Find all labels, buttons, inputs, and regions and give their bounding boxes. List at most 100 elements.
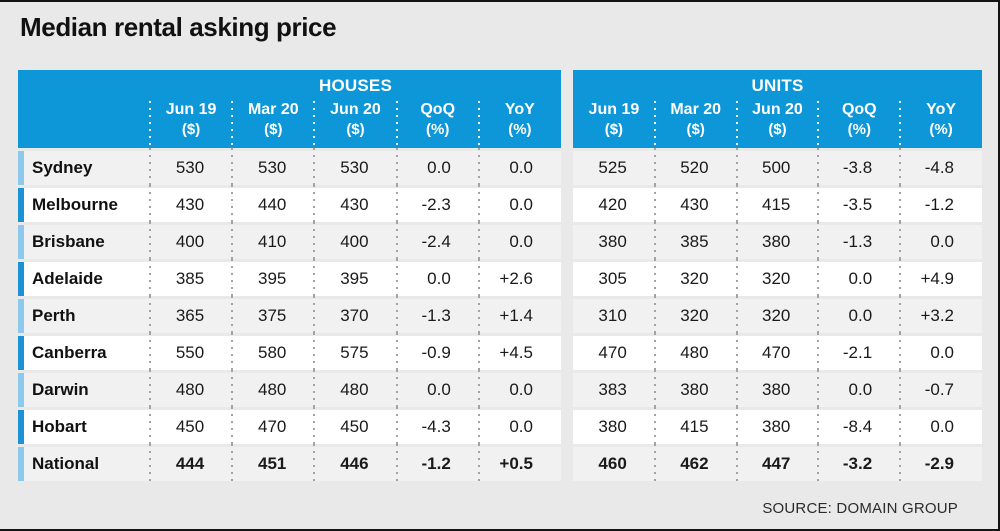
units-group-title: UNITS [751,76,804,95]
row-accent-bar [18,299,24,333]
column-header-mar20: Mar 20 ($) [653,97,737,150]
units-value: 415 [653,407,737,448]
units-value: 420 [598,195,627,214]
column-header-jun19: Jun 19 ($) [148,97,232,150]
units-table: UNITS Jun 19 ($) Mar 20 ($) Jun 20 ($) Q… [573,70,982,485]
houses-value: 375 [231,296,314,337]
houses-value: 480 [313,370,396,411]
table-row-houses-sydney: Sydney 530 530 530 0.0 0.0 [18,148,561,189]
houses-value: +2.6 [477,259,561,300]
column-unit: (%) [847,121,871,138]
houses-value: 0.0 [477,148,561,189]
column-header-mar20: Mar 20 ($) [231,97,314,150]
row-label: Canberra [32,343,107,362]
column-period: YoY [504,101,535,118]
units-value: -3.5 [817,185,900,226]
units-value: 415 [735,185,819,226]
column-unit: ($) [346,121,365,138]
houses-value: 451 [231,444,314,485]
houses-value: 580 [231,333,314,374]
units-value: 383 [598,380,627,399]
table-row-units-hobart: 380 415 380 -8.4 0.0 [573,407,982,448]
column-period: Jun 19 [165,101,217,118]
column-header-qoq: QoQ (%) [395,97,479,150]
houses-value: 444 [148,444,232,485]
units-value: 525 [598,158,627,177]
row-label: Melbourne [32,195,118,214]
houses-value: -2.4 [395,222,479,263]
units-value: 310 [598,306,627,325]
units-value: 380 [598,417,627,436]
column-unit: ($) [604,121,624,138]
houses-value: 470 [231,407,314,448]
column-unit: (%) [426,121,450,138]
row-label: Hobart [32,417,87,436]
table-row-houses-adelaide: Adelaide 385 395 395 0.0 +2.6 [18,259,561,300]
column-unit: ($) [686,121,705,138]
houses-value: -1.2 [395,444,479,485]
units-value: -1.2 [899,185,982,226]
tables-container: HOUSES Jun 19 ($) Mar 20 ($) Jun 20 ($) … [18,70,982,485]
column-header-jun20: Jun 20 ($) [735,97,819,150]
houses-value: 0.0 [477,407,561,448]
houses-value: 430 [148,185,232,226]
houses-value: 0.0 [395,148,479,189]
table-row-units-melbourne: 420 430 415 -3.5 -1.2 [573,185,982,226]
column-period: QoQ [841,101,877,118]
column-period: Mar 20 [670,101,722,118]
houses-value: 480 [148,370,232,411]
houses-value: 575 [313,333,396,374]
table-row-units-perth: 310 320 320 0.0 +3.2 [573,296,982,337]
units-value: 430 [653,185,737,226]
houses-value: 446 [313,444,396,485]
houses-value: 385 [148,259,232,300]
table-row-units-canberra: 470 480 470 -2.1 0.0 [573,333,982,374]
units-value: 460 [598,454,627,473]
units-value: 0.0 [817,296,900,337]
units-value: 462 [653,444,737,485]
units-value: -1.3 [817,222,900,263]
units-value: 320 [653,259,737,300]
units-value: 380 [735,370,819,411]
units-value: -0.7 [899,370,982,411]
row-accent-bar [18,373,24,407]
column-period: Jun 20 [752,101,803,118]
column-unit: ($) [768,121,787,138]
units-value: 0.0 [817,259,900,300]
row-label: National [32,454,100,473]
houses-value: 530 [148,148,232,189]
houses-value: 370 [313,296,396,337]
houses-value: +0.5 [477,444,561,485]
column-header-yoy: YoY (%) [477,97,561,150]
units-value: 380 [735,222,819,263]
row-label: Adelaide [32,269,103,288]
houses-value: +1.4 [477,296,561,337]
houses-table: HOUSES Jun 19 ($) Mar 20 ($) Jun 20 ($) … [18,70,561,485]
units-value: 320 [735,259,819,300]
units-value: 0.0 [899,222,982,263]
column-header-yoy: YoY (%) [899,97,982,150]
column-header-jun19: Jun 19 ($) [573,97,655,145]
houses-value: 0.0 [395,259,479,300]
houses-value: 0.0 [395,370,479,411]
column-header-spacer [18,97,150,145]
units-value: 380 [598,232,627,251]
houses-value: 430 [313,185,396,226]
units-value: 447 [735,444,819,485]
houses-value: 480 [231,370,314,411]
units-value: 0.0 [899,333,982,374]
table-row-units-adelaide: 305 320 320 0.0 +4.9 [573,259,982,300]
units-value: 385 [653,222,737,263]
units-value: -2.9 [899,444,982,485]
column-period: Jun 20 [330,101,381,118]
houses-value: 400 [313,222,396,263]
houses-value: 550 [148,333,232,374]
column-period: Mar 20 [247,101,299,118]
source-credit: SOURCE: DOMAIN GROUP [762,500,958,517]
row-label: Sydney [32,158,93,177]
houses-value: -2.3 [395,185,479,226]
table-row-units-darwin: 383 380 380 0.0 -0.7 [573,370,982,411]
units-header: UNITS Jun 19 ($) Mar 20 ($) Jun 20 ($) Q… [573,70,982,150]
table-row-units-brisbane: 380 385 380 -1.3 0.0 [573,222,982,263]
